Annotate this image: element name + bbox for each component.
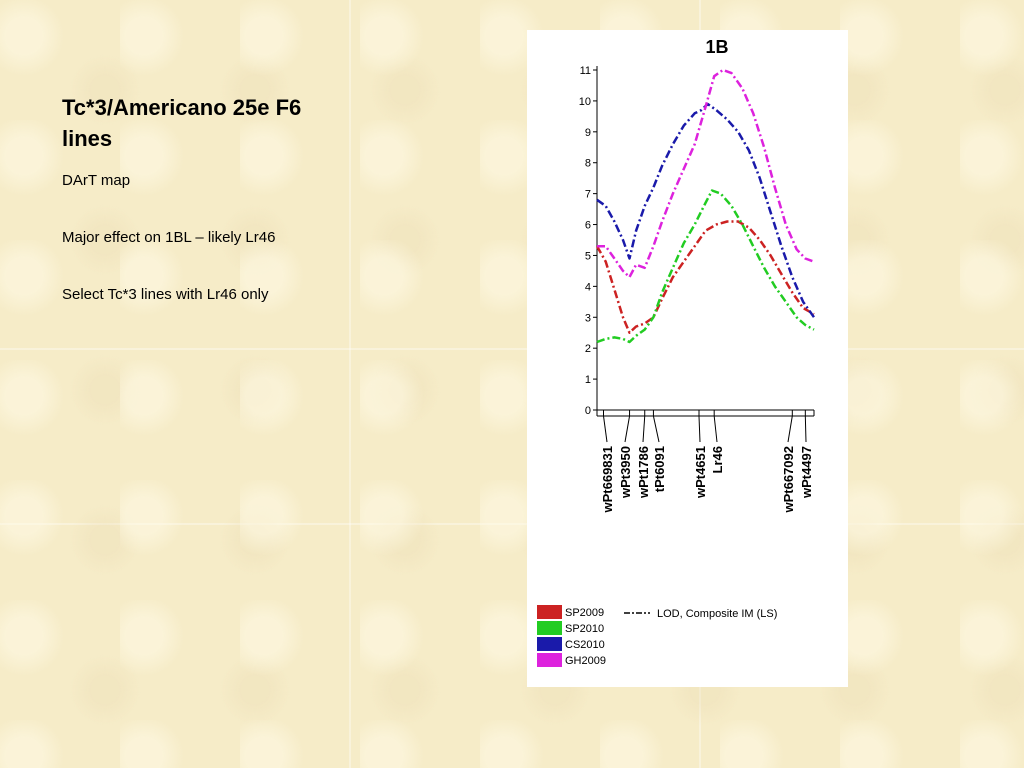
marker-connector [698, 415, 701, 443]
series-line-cs2010 [596, 102, 816, 319]
marker-label: wPt1786 [636, 446, 651, 499]
marker-label: wPt667092 [781, 446, 796, 514]
legend-label-cs2010: CS2010 [565, 639, 605, 651]
series-line-sp2009 [595, 220, 815, 334]
y-tick-label: 10 [579, 96, 591, 108]
legend-swatch-sp2009 [537, 605, 562, 619]
marker-label: wPt4651 [693, 446, 708, 499]
marker-connector [804, 415, 807, 443]
legend-swatch-gh2009 [537, 653, 562, 667]
series-line-gh2009 [597, 68, 815, 279]
bullet-select-lines: Select Tc*3 lines with Lr46 only [62, 286, 269, 303]
y-tick-label: 9 [585, 127, 591, 139]
marker-connector [787, 415, 793, 443]
y-tick-label: 5 [585, 250, 591, 262]
legend-label-sp2009: SP2009 [565, 607, 604, 619]
bullet-major-effect: Major effect on 1BL – likely Lr46 [62, 229, 276, 246]
marker-connector [642, 415, 646, 443]
y-tick-label: 3 [585, 312, 591, 324]
y-tick-label: 8 [585, 158, 591, 170]
marker-axis: wPt669831 wPt3950 wPt1786 tPt6091 wPt4651 Lr4… [596, 409, 815, 514]
series-lines [595, 68, 816, 344]
legend-label-sp2010: SP2010 [565, 623, 604, 635]
legend-label-gh2009: GH2009 [565, 655, 606, 667]
y-axis: 0 1 2 3 4 5 6 7 8 9 10 11 [579, 65, 598, 417]
marker-connector [624, 415, 631, 443]
marker-label: Lr46 [710, 446, 725, 473]
y-tick-label: 0 [585, 405, 591, 417]
y-tick-label: 6 [585, 220, 591, 232]
y-tick-label: 11 [580, 65, 591, 77]
marker-label: wPt3950 [618, 446, 633, 499]
marker-connector [603, 415, 608, 443]
y-tick-label: 2 [585, 343, 591, 355]
chart-title: 1B [705, 37, 728, 57]
y-tick-label: 7 [585, 189, 591, 201]
y-tick-label: 4 [585, 281, 591, 293]
series-line-sp2010 [596, 189, 815, 344]
bullet-dart-map: DArT map [62, 172, 131, 189]
legend-swatch-sp2010 [537, 621, 562, 635]
legend-line-style-label: LOD, Composite IM (LS) [657, 608, 777, 620]
qtl-chart-panel: 1B 0 1 2 3 4 5 6 7 8 9 10 11 wPt669831 wPt3950 wPt178… [527, 30, 848, 687]
marker-label: tPt6091 [652, 446, 667, 492]
marker-connector [713, 415, 718, 443]
marker-label: wPt4497 [799, 446, 814, 499]
legend: SP2009 SP2010 CS2010 GH2009 LOD, Composite I… [537, 605, 777, 667]
y-tick-label: 1 [585, 374, 591, 386]
slide-title: Tc*3/Americano 25e F6 lines [62, 95, 302, 151]
marker-label: wPt669831 [600, 446, 615, 514]
slide-text: Tc*3/Americano 25e F6 lines DArT map Maj… [62, 92, 352, 343]
marker-connector [652, 415, 660, 443]
lod-chart: 1B 0 1 2 3 4 5 6 7 8 9 10 11 wPt669831 wPt3950 wPt178… [537, 37, 816, 667]
legend-swatch-cs2010 [537, 637, 562, 651]
